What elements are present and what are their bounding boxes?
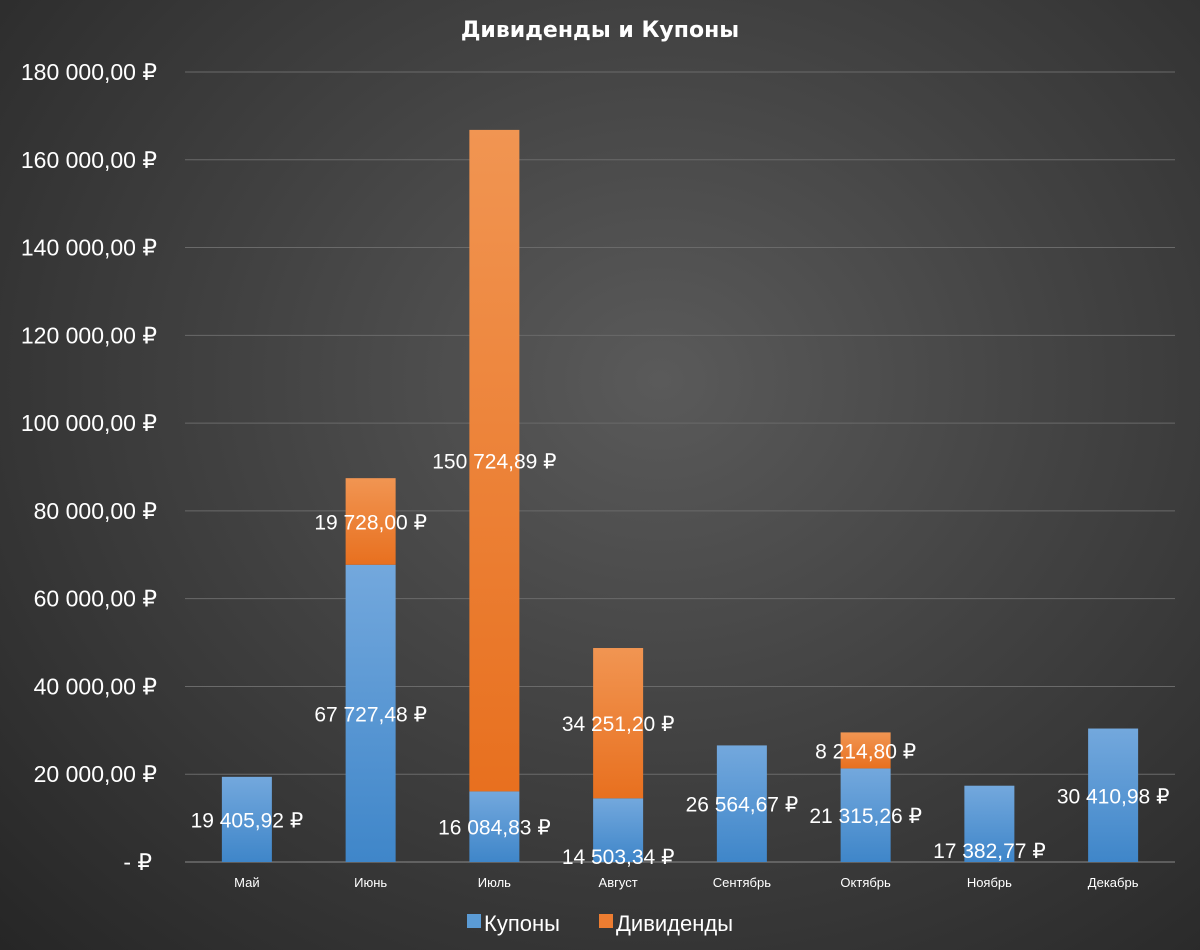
y-tick-label: 60 000,00 ₽ [34,586,157,612]
y-tick-label: 40 000,00 ₽ [34,673,157,699]
x-axis-ticks: Май Июнь Июль Август Сентябрь Октябрь Ноябрь Де… [234,875,1139,890]
legend: Купоны Дивиденды [467,911,733,936]
legend-label-dividendy: Дивиденды [616,911,733,936]
data-label-kupony: 14 503,34 ₽ [562,846,675,869]
y-axis-ticks: - ₽ 20 000,00 ₽ 40 000,00 ₽ 60 000,00 ₽ 80 0… [21,59,157,875]
y-tick-label: 20 000,00 ₽ [34,761,157,787]
x-tick-label: Июнь [354,875,387,890]
x-tick-label: Ноябрь [967,875,1012,890]
data-label-kupony: 67 727,48 ₽ [314,703,427,726]
bar-kupony [345,564,396,862]
bar-dividendy [593,648,644,799]
bar-kupony [964,785,1015,862]
data-label-dividendy: 34 251,20 ₽ [562,713,675,736]
bar-kupony [469,791,520,862]
x-tick-label: Декабрь [1088,875,1139,890]
y-tick-label: 180 000,00 ₽ [21,59,157,85]
gridlines [185,71,1175,863]
y-tick-label: 80 000,00 ₽ [34,498,157,524]
x-tick-label: Октябрь [840,875,891,890]
chart-title: Дивиденды и Купоны [461,18,739,43]
y-tick-label: 100 000,00 ₽ [21,410,157,436]
x-tick-label: Май [234,875,259,890]
data-label-kupony: 26 564,67 ₽ [686,794,799,817]
bar-dividendy [345,478,396,565]
data-label-kupony: 30 410,98 ₽ [1057,785,1170,808]
data-label-kupony: 16 084,83 ₽ [438,817,551,840]
y-tick-label: 140 000,00 ₽ [21,235,157,261]
data-label-dividendy: 19 728,00 ₽ [314,511,427,534]
legend-swatch-kupony [467,914,481,928]
x-tick-label: Сентябрь [713,875,771,890]
bar-kupony [593,798,644,862]
data-label-kupony: 19 405,92 ₽ [191,809,304,832]
x-tick-label: Июль [478,875,511,890]
bar-kupony [840,768,891,862]
data-label-dividendy: 150 724,89 ₽ [432,451,556,474]
legend-label-kupony: Купоны [484,911,560,936]
data-label-kupony: 21 315,26 ₽ [809,805,922,828]
bar-kupony [716,745,767,862]
legend-swatch-dividendy [599,914,613,928]
y-tick-label: - ₽ [123,849,152,875]
bar-dividendy [469,129,520,792]
bars [221,129,1139,862]
bar-dividendy [840,732,891,769]
data-label-dividendy: 8 214,80 ₽ [815,740,916,763]
bar-kupony [1088,728,1139,862]
bar-kupony [221,776,272,862]
data-label-kupony: 17 382,77 ₽ [933,840,1046,863]
y-tick-label: 120 000,00 ₽ [21,322,157,348]
y-tick-label: 160 000,00 ₽ [21,147,157,173]
data-labels: 19 405,92 ₽ 67 727,48 ₽ 19 728,00 ₽ 16 084,… [191,451,1170,870]
x-tick-label: Август [599,875,638,890]
